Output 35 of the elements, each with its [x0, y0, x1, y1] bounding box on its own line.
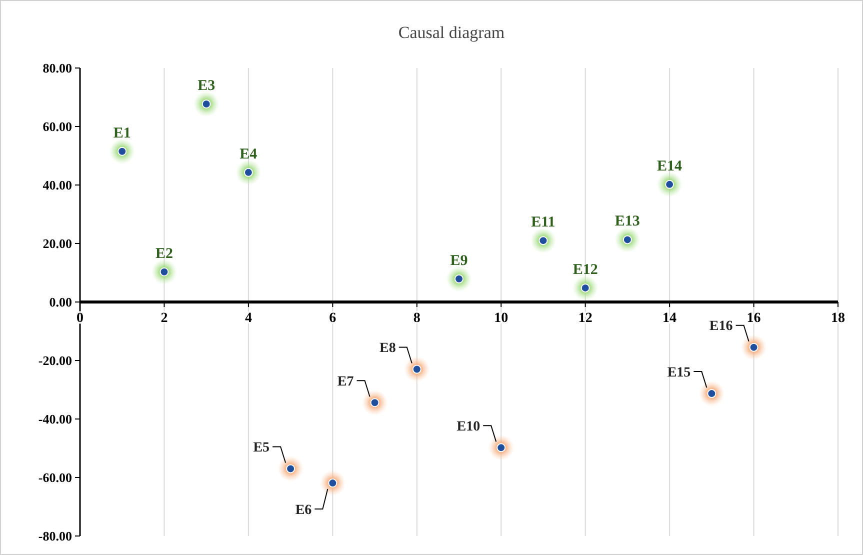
- annotation: E1: [113, 125, 131, 142]
- annotation: E9: [450, 252, 468, 269]
- y-tick-label: 60.00: [42, 119, 72, 134]
- x-tick-label: 4: [244, 311, 252, 326]
- x-tick-label: 12: [578, 311, 592, 326]
- annotation: E10: [456, 420, 480, 435]
- x-tick-label: 8: [413, 311, 420, 326]
- y-tick-label: -80.00: [38, 528, 72, 544]
- y-tick-label: 0.00: [49, 294, 72, 310]
- annotation: E5: [253, 440, 270, 456]
- chart-title: Causal diagram: [398, 23, 505, 42]
- annotation: E7: [337, 374, 354, 390]
- annotation: E14: [657, 158, 683, 174]
- y-tick-label: -40.00: [38, 412, 72, 427]
- annotation: E11: [531, 214, 556, 231]
- x-tick-label: 2: [160, 311, 168, 326]
- x-tick-label: 10: [494, 311, 508, 326]
- annotation: E3: [198, 78, 216, 94]
- annotation: E13: [614, 214, 640, 230]
- annotation: E8: [380, 341, 396, 356]
- annotation: E6: [295, 502, 312, 518]
- x-tick-label: 18: [831, 311, 845, 326]
- annotation: E2: [155, 246, 173, 262]
- y-tick-label: 20.00: [42, 236, 72, 252]
- y-tick-label: -20.00: [38, 353, 72, 368]
- y-tick-label: 40.00: [42, 178, 72, 193]
- y-tick-label: 80.00: [42, 60, 72, 76]
- annotation: E16: [709, 319, 733, 334]
- annotation: E4: [240, 146, 258, 162]
- x-tick-label: 16: [746, 311, 761, 326]
- y-tick-label: -60.00: [38, 470, 72, 486]
- annotation: E15: [667, 365, 691, 380]
- annotation: E12: [572, 262, 598, 278]
- x-tick-label: 14: [662, 311, 677, 326]
- x-tick-label: 6: [329, 311, 336, 326]
